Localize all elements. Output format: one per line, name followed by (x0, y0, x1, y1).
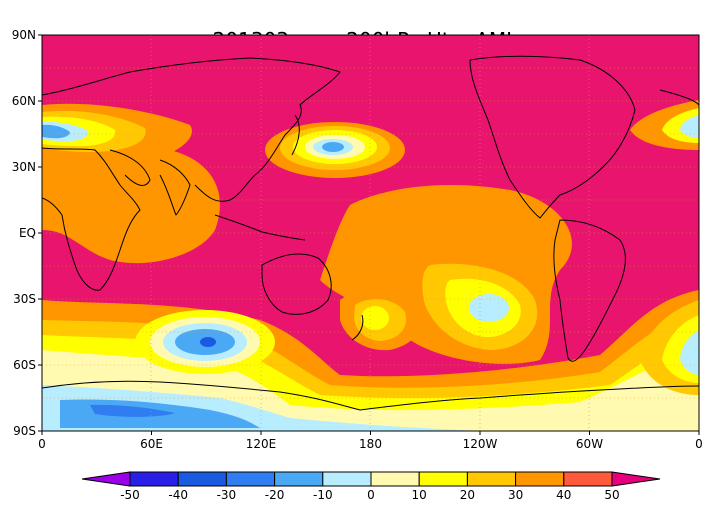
coast-south-america (553, 219, 626, 362)
colorbar-swatch (177, 471, 227, 487)
colorbar-swatch (370, 471, 420, 487)
colorbar-level-label: -40 (168, 488, 188, 502)
colorbar-level-label: -30 (217, 488, 237, 502)
anomaly-natl-cyan (680, 115, 699, 138)
coast-japan (291, 114, 300, 156)
coast-africa (42, 147, 141, 291)
lon-axis: 0 60E 120E 180 120W 60W 0 (38, 431, 703, 451)
anomaly-tasman-yellow (361, 306, 389, 330)
lat-axis: 90N 60N 30N EQ 30S 60S 90S (12, 28, 42, 438)
coast-antarctica (42, 380, 699, 411)
lon-tick-label: 0 (38, 437, 46, 451)
lon-tick-label: 120E (246, 437, 277, 451)
coast-australia (261, 253, 332, 315)
colorbar-swatch (129, 471, 179, 487)
lat-tick-label: EQ (19, 226, 36, 240)
lon-tick-label: 120W (463, 437, 498, 451)
lat-tick-label: 60N (12, 94, 36, 108)
colorbar-level-label: -20 (265, 488, 285, 502)
map-field (42, 35, 699, 431)
lon-tick-label: 0 (695, 437, 703, 451)
colorbar-level-label: 10 (412, 488, 427, 502)
colorbar-swatch (563, 471, 613, 487)
lat-tick-label: 30N (12, 160, 36, 174)
colorbar-swatch (225, 471, 276, 487)
colorbar-swatch (418, 471, 468, 487)
colorbar-level-label: 30 (508, 488, 523, 502)
colorbar: -50 -40 -30 -20 -10 0 10 20 30 40 50 (81, 471, 661, 502)
colorbar-level-label: 40 (556, 488, 571, 502)
coast-eurasia-north (42, 57, 341, 202)
anomaly-antarctic-blue-2 (90, 404, 175, 417)
coast-new-zealand (351, 314, 364, 341)
colorbar-min-arrow (81, 471, 131, 487)
anomaly-sio-darkblue (200, 337, 216, 347)
lat-gridlines (42, 67, 699, 399)
lat-tick-label: 90N (12, 28, 36, 42)
coast-arabia (109, 149, 151, 186)
coast-indonesia (214, 214, 306, 241)
colorbar-swatch (274, 471, 324, 487)
colorbar-level-label: 20 (460, 488, 475, 502)
coastlines (42, 55, 699, 411)
anomaly-pacific-low (469, 294, 509, 322)
lon-tick-label: 60W (576, 437, 603, 451)
coast-europe-right (659, 89, 699, 106)
colorbar-swatch (466, 471, 517, 487)
colorbar-swatch (515, 471, 565, 487)
colorbar-level-label: -50 (120, 488, 140, 502)
lat-tick-label: 60S (13, 358, 36, 372)
colorbar-level-label: 0 (367, 488, 375, 502)
colorbar-level-label: 50 (604, 488, 619, 502)
colorbar-swatch (322, 471, 372, 487)
lat-tick-label: 30S (13, 292, 36, 306)
anomaly-npac-blue (322, 142, 344, 152)
colorbar-max-arrow (611, 471, 661, 487)
lat-tick-label: 90S (13, 424, 36, 438)
anomaly-satl-cyan (680, 330, 699, 375)
anomaly-europe-blue (42, 124, 70, 139)
lon-tick-label: 180 (359, 437, 382, 451)
colorbar-level-label: -10 (313, 488, 333, 502)
coast-india (159, 159, 191, 216)
coast-north-america (469, 55, 636, 219)
lon-tick-label: 60E (140, 437, 163, 451)
